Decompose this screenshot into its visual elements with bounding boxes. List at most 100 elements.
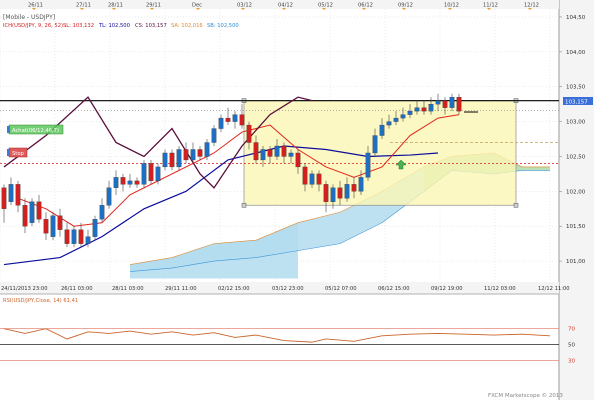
time-label: 06/12 15:00 bbox=[378, 286, 410, 292]
bullish-candle bbox=[162, 152, 168, 168]
top-date-label: 28/11 bbox=[108, 3, 123, 9]
candlestick-series bbox=[1, 93, 462, 248]
stop-order-tag[interactable]: Stop bbox=[7, 147, 28, 158]
orange-marker-icon bbox=[322, 8, 326, 10]
bullish-candle bbox=[435, 100, 441, 105]
bullish-candle bbox=[344, 184, 350, 199]
time-label: 26/11 03:00 bbox=[61, 286, 93, 292]
bearish-candle bbox=[267, 149, 273, 157]
orange-marker-icon bbox=[150, 8, 154, 10]
rsi-legend: RSI(USD/JPY,Close, 14) 61,41 bbox=[3, 298, 78, 304]
orange-marker-icon bbox=[487, 8, 491, 10]
bearish-candle bbox=[64, 229, 70, 244]
bullish-candle bbox=[29, 201, 35, 223]
rsi-axis-ticks: 70 50 30 bbox=[568, 327, 575, 365]
bearish-candle bbox=[57, 215, 63, 230]
bullish-candle bbox=[393, 117, 399, 122]
time-label: 12/12 11:00 bbox=[538, 286, 570, 292]
bullish-candle bbox=[372, 135, 378, 154]
zone-handle-bottom-right[interactable] bbox=[513, 202, 519, 208]
zone-handle-bottom-left[interactable] bbox=[241, 202, 247, 208]
bearish-candle bbox=[302, 166, 308, 185]
orange-marker-icon bbox=[282, 8, 286, 10]
orange-marker-icon bbox=[528, 8, 532, 10]
bearish-candle bbox=[246, 124, 252, 143]
time-label: 24/11/2013 23:00 bbox=[1, 286, 48, 292]
price-tick-label: 103,00 bbox=[566, 120, 586, 126]
bullish-candle bbox=[176, 149, 182, 168]
price-axis-background bbox=[559, 0, 594, 400]
top-date-labels: 26/11 27/11 28/11 29/11 Dec 03/12 04/12 05/12 06… bbox=[28, 3, 539, 10]
bearish-candle bbox=[442, 100, 448, 108]
bearish-candle bbox=[225, 117, 231, 122]
price-tick-label: 102,00 bbox=[566, 189, 586, 195]
bearish-candle bbox=[148, 163, 154, 182]
bullish-candle bbox=[365, 152, 371, 178]
orange-marker-icon bbox=[448, 8, 452, 10]
bullish-candle bbox=[92, 219, 98, 237]
top-date-strip bbox=[0, 0, 559, 9]
instrument-label: [Mobile - USDJPY] bbox=[3, 14, 55, 21]
rsi-level-lines bbox=[0, 328, 559, 361]
stop-label: Stop bbox=[12, 151, 25, 157]
bullish-candle bbox=[288, 152, 294, 157]
legend-sl: SL: 103,132 bbox=[63, 23, 94, 29]
price-tick-label: 103,50 bbox=[566, 85, 586, 91]
bullish-candle bbox=[141, 163, 147, 185]
bullish-candle bbox=[379, 124, 385, 136]
green-arrow-icon bbox=[395, 159, 407, 170]
orange-marker-icon bbox=[112, 8, 116, 10]
top-date-label: 03/12 bbox=[237, 3, 252, 9]
top-date-label: 10/12 bbox=[444, 3, 459, 9]
top-date-label: 05/12 bbox=[318, 3, 333, 9]
bearish-candle bbox=[456, 97, 462, 112]
bullish-candle bbox=[99, 205, 105, 220]
bullish-candle bbox=[358, 177, 364, 192]
top-date-label: Dec bbox=[192, 3, 202, 9]
bullish-candle bbox=[71, 229, 77, 244]
orange-marker-icon bbox=[241, 8, 245, 10]
price-tick-label: 102,50 bbox=[566, 154, 586, 160]
bullish-candle bbox=[428, 104, 434, 112]
bearish-candle bbox=[351, 184, 357, 192]
bearish-candle bbox=[421, 107, 427, 112]
bullish-candle bbox=[155, 166, 161, 182]
bullish-candle bbox=[400, 114, 406, 119]
legend-cs: CS: 103,157 bbox=[135, 23, 167, 29]
time-label: 28/11 03:00 bbox=[112, 286, 144, 292]
bearish-candle bbox=[120, 177, 126, 185]
orange-marker-icon bbox=[196, 8, 200, 10]
top-date-label: 11/12 bbox=[483, 3, 498, 9]
bearish-candle bbox=[36, 201, 42, 220]
cloud-bear-lower bbox=[130, 222, 298, 279]
bearish-candle bbox=[239, 114, 245, 126]
bearish-candle bbox=[316, 173, 322, 185]
bullish-candle bbox=[414, 107, 420, 112]
bullish-candle bbox=[50, 215, 56, 237]
bearish-candle bbox=[253, 142, 259, 161]
bearish-candle bbox=[43, 219, 49, 234]
bullish-candle bbox=[190, 149, 196, 161]
bullish-candle bbox=[407, 110, 413, 115]
bullish-candle bbox=[386, 121, 392, 126]
price-tick-label: 101,50 bbox=[566, 224, 586, 230]
rsi-tick-label: 30 bbox=[568, 358, 575, 364]
achat-order-tag[interactable]: Achat(06/12,46,7) bbox=[7, 124, 64, 135]
bearish-candle bbox=[281, 145, 287, 157]
bearish-candle bbox=[295, 152, 301, 168]
bearish-candle bbox=[169, 152, 175, 168]
bullish-candle bbox=[232, 114, 238, 122]
time-label: 03/12 23:00 bbox=[272, 286, 304, 292]
time-axis-labels: 24/11/2013 23:00 26/11 03:00 28/11 03:00 29… bbox=[1, 286, 570, 292]
bullish-candle bbox=[204, 142, 210, 157]
bearish-candle bbox=[134, 180, 140, 185]
rsi-tick-label: 50 bbox=[568, 343, 575, 349]
time-label: 02/12 15:00 bbox=[218, 286, 250, 292]
bearish-candle bbox=[78, 229, 84, 244]
bullish-candle bbox=[260, 149, 266, 161]
bullish-candle bbox=[449, 97, 455, 108]
bullish-candle bbox=[127, 180, 133, 185]
orange-marker-icon bbox=[362, 8, 366, 10]
rsi-tick-label: 70 bbox=[568, 327, 575, 333]
